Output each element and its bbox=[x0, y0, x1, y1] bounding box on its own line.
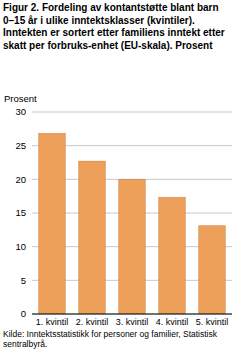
plot: Prosent 0 5 10 15 20 25 30 1. kvintil 2. kvintil 3… bbox=[0, 0, 236, 349]
y-tick-label: 30 bbox=[15, 106, 26, 117]
x-axis bbox=[32, 314, 232, 315]
y-tick-label: 25 bbox=[15, 140, 26, 151]
grid-line bbox=[32, 112, 232, 113]
x-tick-label: 4. kvintil bbox=[156, 317, 189, 327]
bar bbox=[79, 161, 105, 314]
y-tick-label: 0 bbox=[21, 308, 26, 319]
source: Kilde: Inntektsstatistikk for personer o… bbox=[3, 329, 228, 349]
bar bbox=[199, 226, 225, 314]
y-tick-label: 5 bbox=[21, 275, 26, 286]
x-tick-label: 2. kvintil bbox=[76, 317, 109, 327]
x-tick-label: 3. kvintil bbox=[116, 317, 149, 327]
grid-line bbox=[32, 314, 232, 315]
bar bbox=[159, 198, 185, 314]
y-tick-label: 20 bbox=[15, 174, 26, 185]
title: Figur 2. Fordeling av kontantstøtte blan… bbox=[3, 2, 231, 52]
bar bbox=[39, 134, 65, 314]
bars bbox=[39, 134, 225, 314]
y-label: Prosent bbox=[4, 93, 37, 104]
x-tick-label: 1. kvintil bbox=[36, 317, 69, 327]
bar bbox=[119, 179, 145, 314]
y-tick-label: 15 bbox=[15, 207, 26, 218]
chart: Figur 2. Fordeling av kontantstøtte blan… bbox=[0, 0, 236, 349]
y-tick-label: 10 bbox=[15, 241, 26, 252]
x-tick-label: 5. kvintil bbox=[196, 317, 229, 327]
